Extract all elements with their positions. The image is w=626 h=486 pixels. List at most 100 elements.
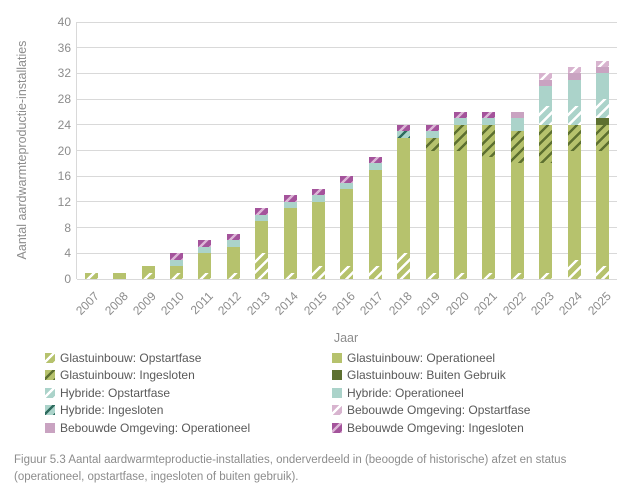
segment-bebouwd-opstartfase-2023 — [539, 73, 553, 80]
legend-item-bebouwd-ingesloten: Bebouwde Omgeving: Ingesloten — [332, 421, 612, 435]
segment-hybride-operationeel-2014 — [283, 201, 297, 209]
segment-glas-ingesloten-2019 — [425, 137, 439, 151]
legend-item-bebouwd-operationeel: Bebouwde Omgeving: Operationeel — [45, 421, 332, 435]
chart-legend: Glastuinbouw: Opstartfase Glastuinbouw: O… — [45, 349, 611, 437]
gridline-y-0 — [77, 278, 617, 280]
bar-2014 — [283, 195, 297, 279]
segment-glas-opstartfase-2020 — [453, 272, 467, 279]
segment-hybride-operationeel-2019 — [425, 131, 439, 138]
segment-glas-opstartfase-2021 — [482, 272, 496, 279]
segment-glas-opstartfase-2014 — [283, 272, 297, 279]
legend-swatch-hybride-ingesloten — [45, 405, 55, 416]
gridline-y-28 — [77, 98, 617, 100]
y-tick-label-12: 12 — [57, 194, 71, 209]
bar-2013 — [255, 208, 269, 279]
legend-swatch-bebouwd-ingesloten — [332, 422, 342, 433]
segment-glas-operationeel-2010 — [169, 266, 183, 273]
segment-hybride-operationeel-2010 — [169, 259, 183, 267]
legend-item-hybride-ingesloten: Hybride: Ingesloten — [45, 403, 332, 417]
segment-glas-buiten-gebruik-2025 — [596, 118, 610, 125]
segment-hybride-operationeel-2022 — [510, 118, 524, 132]
segment-glas-opstartfase-2007 — [84, 272, 98, 279]
bar-2009 — [141, 266, 155, 279]
legend-item-hybride-operationeel: Hybride: Operationeel — [332, 386, 612, 400]
legend-swatch-hybride-opstartfase — [45, 387, 55, 398]
y-tick-label-4: 4 — [64, 246, 71, 261]
legend-item-glas-opstartfase: Glastuinbouw: Opstartfase — [45, 351, 332, 365]
legend-swatch-glas-opstartfase — [45, 352, 55, 363]
legend-swatch-glas-buiten-gebruik — [332, 370, 342, 381]
legend-swatch-bebouwd-operationeel — [45, 422, 55, 433]
legend-item-hybride-opstartfase: Hybride: Opstartfase — [45, 386, 332, 400]
segment-hybride-operationeel-2020 — [453, 118, 467, 125]
segment-bebouwd-ingesloten-2016 — [340, 176, 354, 183]
segment-hybride-ingesloten-2018 — [397, 131, 411, 138]
segment-glas-operationeel-2025 — [596, 150, 610, 267]
segment-hybride-operationeel-2023 — [539, 86, 553, 106]
legend-label-hybride-operationeel: Hybride: Operationeel — [347, 385, 464, 400]
legend-item-glas-ingesloten: Glastuinbouw: Ingesloten — [45, 368, 332, 382]
segment-glas-operationeel-2020 — [453, 150, 467, 273]
segment-hybride-opstartfase-2024 — [567, 105, 581, 125]
segment-hybride-operationeel-2011 — [198, 246, 212, 254]
y-tick-label-0: 0 — [64, 272, 71, 286]
legend-swatch-glas-operationeel — [332, 352, 342, 363]
segment-bebouwd-opstartfase-2024 — [567, 67, 581, 74]
segment-glas-operationeel-2022 — [510, 163, 524, 273]
segment-glas-opstartfase-2011 — [198, 272, 212, 279]
segment-glas-opstartfase-2019 — [425, 272, 439, 279]
segment-glas-operationeel-2013 — [255, 221, 269, 254]
segment-glas-operationeel-2011 — [198, 253, 212, 273]
segment-glas-opstartfase-2013 — [255, 253, 269, 279]
y-tick-label-8: 8 — [64, 220, 71, 235]
segment-hybride-operationeel-2015 — [311, 195, 325, 202]
y-axis-title: Aantal aardwarmteproductie-installaties — [15, 40, 29, 260]
segment-glas-opstartfase-2016 — [340, 266, 354, 279]
segment-glas-operationeel-2016 — [340, 189, 354, 267]
segment-glas-operationeel-2012 — [226, 246, 240, 273]
y-tick-label-36: 36 — [57, 40, 71, 55]
segment-glas-opstartfase-2024 — [567, 259, 581, 279]
segment-glas-opstartfase-2018 — [397, 253, 411, 279]
segment-bebouwd-ingesloten-2014 — [283, 195, 297, 202]
legend-swatch-bebouwd-opstartfase — [332, 405, 342, 416]
segment-bebouwd-operationeel-2023 — [539, 79, 553, 87]
bar-2020 — [453, 111, 467, 279]
bar-2007 — [84, 272, 98, 279]
segment-bebouwd-ingesloten-2019 — [425, 124, 439, 132]
segment-hybride-operationeel-2016 — [340, 182, 354, 190]
y-tick-label-24: 24 — [57, 117, 71, 132]
bar-2023 — [539, 73, 553, 279]
legend-swatch-hybride-operationeel — [332, 387, 342, 398]
segment-bebouwd-opstartfase-2025 — [596, 60, 610, 68]
legend-swatch-glas-ingesloten — [45, 370, 55, 381]
segment-bebouwd-ingesloten-2011 — [198, 240, 212, 247]
y-tick-label-16: 16 — [57, 169, 71, 184]
segment-bebouwd-ingesloten-2015 — [311, 189, 325, 196]
gridline-y-16 — [77, 175, 617, 177]
segment-hybride-operationeel-2024 — [567, 79, 581, 106]
gridline-y-24 — [77, 124, 617, 126]
legend-label-bebouwd-ingesloten: Bebouwde Omgeving: Ingesloten — [347, 420, 524, 435]
segment-glas-operationeel-2009 — [141, 266, 155, 273]
x-axis-title: Jaar — [333, 331, 359, 345]
segment-glas-ingesloten-2021 — [482, 124, 496, 157]
segment-bebouwd-ingesloten-2012 — [226, 234, 240, 241]
segment-glas-opstartfase-2022 — [510, 272, 524, 279]
segment-glas-opstartfase-2009 — [141, 272, 155, 279]
gridline-y-20 — [77, 150, 617, 151]
legend-label-glas-ingesloten: Glastuinbouw: Ingesloten — [60, 368, 195, 383]
segment-hybride-opstartfase-2023 — [539, 105, 553, 125]
gridline-y-32 — [77, 72, 617, 74]
segment-glas-opstartfase-2012 — [226, 272, 240, 279]
legend-label-hybride-opstartfase: Hybride: Opstartfase — [60, 385, 171, 400]
segment-bebouwd-ingesloten-2010 — [169, 253, 183, 260]
segment-glas-operationeel-2018 — [397, 137, 411, 254]
bar-2022 — [510, 111, 524, 279]
segment-bebouwd-ingesloten-2017 — [368, 156, 382, 164]
gridline-y-40 — [77, 21, 617, 23]
segment-bebouwd-ingesloten-2021 — [482, 111, 496, 119]
segment-hybride-operationeel-2017 — [368, 163, 382, 170]
bar-2008 — [113, 272, 127, 279]
